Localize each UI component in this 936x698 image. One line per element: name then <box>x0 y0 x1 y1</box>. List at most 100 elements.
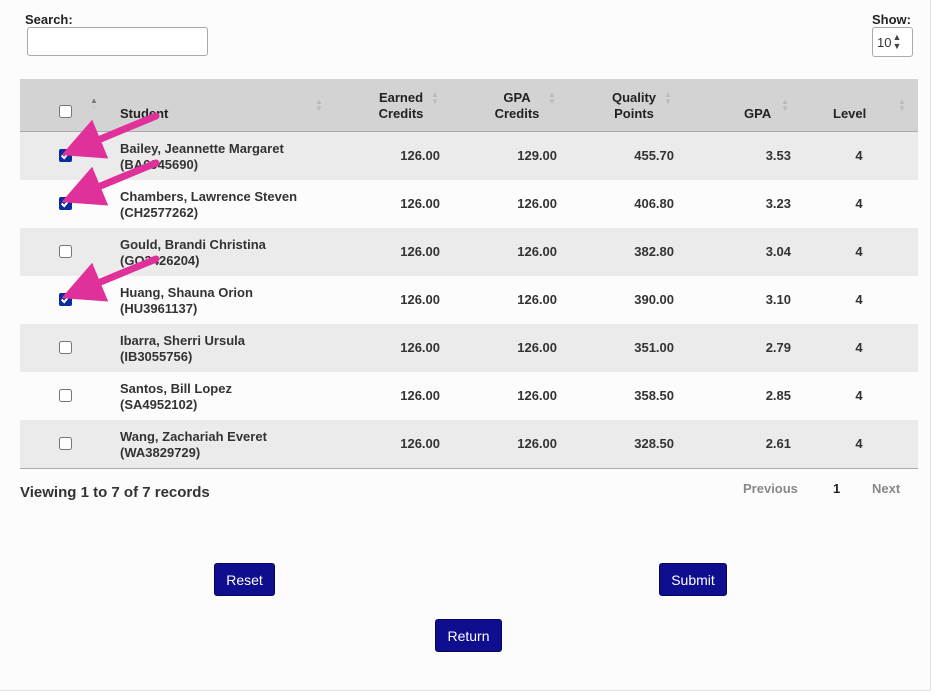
earned-credits-cell: 126.00 <box>400 292 440 307</box>
table-row: Huang, Shauna Orion (HU3961137) 126.00 126.… <box>20 276 918 324</box>
student-id: (CH2577262) <box>120 205 199 220</box>
updown-caret-icon: ▲ ▼ <box>892 32 902 51</box>
show-entries-value: 10 <box>877 34 892 50</box>
row-select-checkbox[interactable] <box>59 197 72 210</box>
level-cell: 4 <box>855 148 863 163</box>
quality-points-cell: 351.00 <box>634 340 674 355</box>
sort-arrows-icon[interactable]: ▲ ▼ <box>315 97 323 113</box>
gpa-cell: 3.23 <box>765 196 791 211</box>
header-earned-credits[interactable]: Earned Credits <box>366 90 436 122</box>
sort-arrows-icon[interactable]: ▲ ▼ <box>90 96 98 112</box>
row-select-checkbox[interactable] <box>59 149 72 162</box>
header-qp-line2: Points <box>614 106 654 121</box>
sort-arrows-icon[interactable]: ▲ ▼ <box>781 97 789 113</box>
return-button[interactable]: Return <box>435 619 502 652</box>
pager-page-1[interactable]: 1 <box>833 481 841 496</box>
student-id: (HU3961137) <box>120 301 198 316</box>
gpa-cell: 3.53 <box>765 148 791 163</box>
students-table: ▲ ▼ Student ▲ ▼ Earned Credits ▲ ▼ GPA Cred… <box>20 79 918 469</box>
table-header: ▲ ▼ Student ▲ ▼ Earned Credits ▲ ▼ GPA Cred… <box>20 79 918 132</box>
search-label: Search: <box>25 12 73 27</box>
student-id: (WA3829729) <box>120 445 201 460</box>
header-gpa-credits[interactable]: GPA Credits <box>482 90 552 122</box>
gpa-credits-cell: 126.00 <box>517 244 557 259</box>
sort-arrows-icon[interactable]: ▲ ▼ <box>898 97 906 113</box>
row-select-checkbox[interactable] <box>59 389 72 402</box>
student-id: (SA4952102) <box>120 397 198 412</box>
row-select-checkbox[interactable] <box>59 293 72 306</box>
row-select-checkbox[interactable] <box>59 437 72 450</box>
student-name-cell: Huang, Shauna Orion (HU3961137) <box>120 285 253 317</box>
table-row: Santos, Bill Lopez (SA4952102) 126.00 126.0… <box>20 372 918 420</box>
header-quality-points[interactable]: Quality Points <box>599 90 669 122</box>
header-level[interactable]: Level <box>833 106 867 121</box>
student-name-cell: Wang, Zachariah Everet (WA3829729) <box>120 429 267 461</box>
header-qp-line1: Quality <box>611 90 657 105</box>
student-name: Gould, Brandi Christina <box>120 237 266 252</box>
level-cell: 4 <box>855 436 863 451</box>
student-name-cell: Ibarra, Sherri Ursula (IB3055756) <box>120 333 245 365</box>
table-row: Chambers, Lawrence Steven (CH2577262) 126.… <box>20 180 918 228</box>
gpa-cell: 2.79 <box>765 340 791 355</box>
show-entries-select[interactable]: 10 ▲ ▼ <box>872 27 913 57</box>
records-info: Viewing 1 to 7 of 7 records <box>20 484 210 501</box>
level-cell: 4 <box>855 340 863 355</box>
gpa-credits-cell: 126.00 <box>517 388 557 403</box>
row-select-checkbox[interactable] <box>59 245 72 258</box>
quality-points-cell: 406.80 <box>634 196 674 211</box>
student-name: Santos, Bill Lopez <box>120 381 232 396</box>
quality-points-cell: 455.70 <box>634 148 674 163</box>
quality-points-cell: 328.50 <box>634 436 674 451</box>
sort-arrows-icon[interactable]: ▲ ▼ <box>664 90 672 106</box>
gpa-cell: 3.04 <box>765 244 791 259</box>
student-name: Wang, Zachariah Everet <box>120 429 267 444</box>
earned-credits-cell: 126.00 <box>400 388 440 403</box>
level-cell: 4 <box>855 292 863 307</box>
submit-button[interactable]: Submit <box>659 563 727 596</box>
student-name-cell: Bailey, Jeannette Margaret (BA6945690) <box>120 141 284 173</box>
student-id: (GO3426204) <box>120 253 200 268</box>
table-row: Wang, Zachariah Everet (WA3829729) 126.00 1… <box>20 420 918 468</box>
level-cell: 4 <box>855 388 863 403</box>
gpa-credits-cell: 126.00 <box>517 340 557 355</box>
quality-points-cell: 390.00 <box>634 292 674 307</box>
sort-arrows-icon[interactable]: ▲ ▼ <box>431 90 439 106</box>
student-name: Ibarra, Sherri Ursula <box>120 333 245 348</box>
reset-button[interactable]: Reset <box>214 563 275 596</box>
earned-credits-cell: 126.00 <box>400 340 440 355</box>
table-row: Bailey, Jeannette Margaret (BA6945690) 126… <box>20 132 918 180</box>
gpa-cell: 3.10 <box>765 292 791 307</box>
pager-next[interactable]: Next <box>872 481 901 496</box>
header-earned-line2: Credits <box>378 106 424 121</box>
level-cell: 4 <box>855 244 863 259</box>
sort-arrows-icon[interactable]: ▲ ▼ <box>548 90 556 106</box>
header-earned-line1: Earned <box>378 90 424 105</box>
header-gpa[interactable]: GPA <box>744 106 772 121</box>
student-name: Chambers, Lawrence Steven <box>120 189 298 204</box>
student-name-cell: Santos, Bill Lopez (SA4952102) <box>120 381 232 413</box>
earned-credits-cell: 126.00 <box>400 436 440 451</box>
pager-previous[interactable]: Previous <box>743 481 798 496</box>
quality-points-cell: 382.80 <box>634 244 674 259</box>
table-row: Ibarra, Sherri Ursula (IB3055756) 126.00 12… <box>20 324 918 372</box>
earned-credits-cell: 126.00 <box>400 148 440 163</box>
header-student[interactable]: Student <box>120 106 169 121</box>
table-row: Gould, Brandi Christina (GO3426204) 126.00… <box>20 228 918 276</box>
row-select-checkbox[interactable] <box>59 341 72 354</box>
student-id: (BA6945690) <box>120 157 199 172</box>
earned-credits-cell: 126.00 <box>400 196 440 211</box>
gpa-cell: 2.61 <box>765 436 791 451</box>
search-input[interactable] <box>27 27 208 56</box>
header-gpacred-line1: GPA <box>503 90 531 105</box>
gpa-credits-cell: 126.00 <box>517 196 557 211</box>
show-label: Show: <box>872 12 911 27</box>
select-all-checkbox[interactable] <box>59 105 72 118</box>
student-name-cell: Gould, Brandi Christina (GO3426204) <box>120 237 266 269</box>
gpa-cell: 2.85 <box>765 388 791 403</box>
gpa-credits-cell: 129.00 <box>517 148 557 163</box>
student-id: (IB3055756) <box>120 349 193 364</box>
student-name-cell: Chambers, Lawrence Steven (CH2577262) <box>120 189 297 221</box>
earned-credits-cell: 126.00 <box>400 244 440 259</box>
gpa-credits-cell: 126.00 <box>517 436 557 451</box>
level-cell: 4 <box>855 196 863 211</box>
